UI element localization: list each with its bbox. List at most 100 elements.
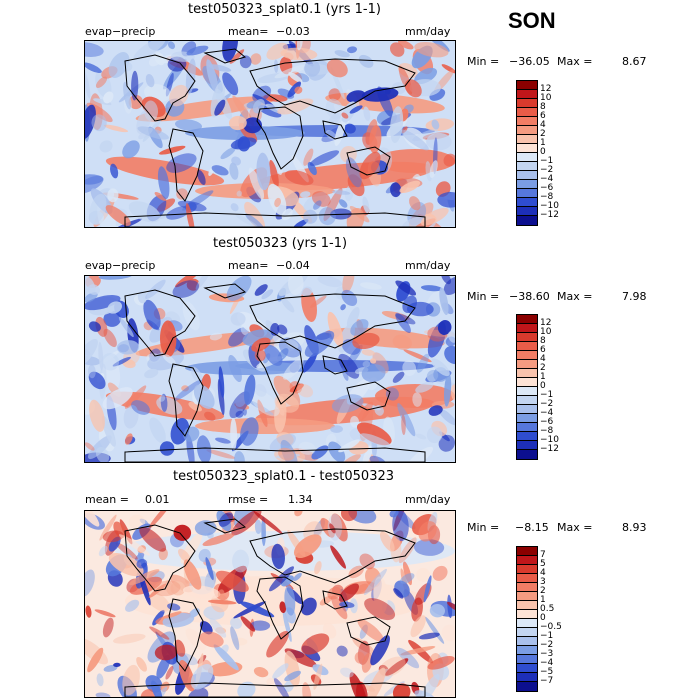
coastline <box>124 524 196 592</box>
field-patch <box>118 316 134 338</box>
panel-2-title: test050323 (yrs 1-1) <box>213 236 348 251</box>
field-patch <box>397 403 416 437</box>
field-patch <box>354 651 366 664</box>
coastline <box>256 106 304 170</box>
field-patch <box>288 72 303 83</box>
field-patch <box>429 603 445 618</box>
field-patch <box>85 569 95 597</box>
field-patch <box>250 390 280 417</box>
field-patch <box>119 519 133 545</box>
field-patch <box>185 203 195 227</box>
panel-3-min-value: −8.15 <box>515 521 549 534</box>
colorbar-tick-label: 10 <box>540 327 552 337</box>
field-patch <box>215 437 231 444</box>
field-patch <box>420 207 449 226</box>
field-patch <box>398 41 414 50</box>
panel-1-max-value: 8.67 <box>622 55 647 68</box>
field-patch <box>361 349 375 356</box>
field-patch <box>157 166 170 200</box>
colorbar-swatch <box>517 99 537 108</box>
colorbar-tick-label: −5 <box>540 667 554 677</box>
field-patch <box>416 353 429 373</box>
field-patch <box>402 360 417 376</box>
field-patch <box>359 553 375 570</box>
field-patch <box>418 632 440 640</box>
field-patch <box>425 616 445 644</box>
colorbar-tick-label: −4 <box>540 658 554 668</box>
field-patch <box>165 311 181 324</box>
colorbar-tick-label: −3 <box>540 649 554 659</box>
field-patch <box>85 70 91 99</box>
colorbar-tick-label: 12 <box>540 318 552 328</box>
field-patch <box>250 620 271 631</box>
field-patch <box>252 99 265 114</box>
field-patch <box>277 324 288 335</box>
field-patch <box>188 401 202 412</box>
field-patch <box>128 94 143 110</box>
field-patch <box>85 42 104 57</box>
coastline <box>322 355 348 375</box>
colorbar-swatch <box>517 144 537 153</box>
field-patch <box>346 46 358 54</box>
field-patch <box>369 125 382 154</box>
panel-2-min-value: −38.60 <box>509 290 550 303</box>
field-patch <box>89 399 105 432</box>
colorbar-swatch <box>517 619 537 628</box>
colorbar-tick-label: 5 <box>540 559 546 569</box>
field-patch <box>390 535 402 563</box>
field-patch <box>107 301 123 314</box>
panel-3-rmse-value: 1.34 <box>288 493 313 506</box>
field-patch <box>350 319 369 336</box>
field-patch <box>409 196 421 211</box>
field-patch <box>431 358 450 377</box>
field-patch <box>199 621 213 635</box>
panel-1-mean-label: mean= <box>228 25 269 38</box>
field-patch <box>207 599 237 605</box>
field-patch <box>237 136 251 152</box>
field-patch <box>300 191 311 198</box>
field-patch <box>220 147 236 160</box>
field-patch <box>329 523 336 534</box>
panel-1-title: test050323_splat0.1 (yrs 1-1) <box>188 2 381 17</box>
panel-3-rmse-label: rmse = <box>228 493 269 506</box>
field-patch <box>87 647 104 673</box>
colorbar-tick-label: 1 <box>540 595 546 605</box>
field-patch <box>87 284 101 295</box>
field-patch <box>378 656 406 677</box>
field-patch <box>443 153 455 167</box>
field-patch <box>298 441 316 455</box>
field-patch <box>266 42 289 60</box>
panel-3-max-value: 8.93 <box>622 521 647 534</box>
field-patch <box>289 383 304 393</box>
field-patch <box>302 352 317 373</box>
field-patch <box>218 366 225 398</box>
colorbar-swatch <box>517 90 537 99</box>
field-patch <box>414 539 445 556</box>
coastline <box>124 682 426 697</box>
field-patch <box>342 276 355 294</box>
field-patch <box>301 286 313 297</box>
field-patch <box>234 451 245 462</box>
field-patch <box>341 367 349 381</box>
field-patch <box>279 601 287 614</box>
field-patch <box>345 157 362 188</box>
field-patch <box>174 379 202 401</box>
colorbar-tick-label: 2 <box>540 129 546 139</box>
field-patch <box>349 672 367 697</box>
colorbar-swatch <box>517 315 537 324</box>
field-patch <box>232 549 250 573</box>
coastline <box>322 590 348 610</box>
panel-3-min-label: Min = <box>467 521 500 534</box>
colorbar-tick-label: 2 <box>540 586 546 596</box>
field-patch <box>302 682 312 697</box>
field-patch <box>448 331 455 343</box>
field-patch <box>85 174 104 185</box>
field-patch <box>415 381 434 393</box>
colorbar-swatch <box>517 108 537 117</box>
field-patch <box>137 290 148 304</box>
field-patch <box>364 598 396 621</box>
field-patch <box>107 188 119 203</box>
field-patch <box>414 41 449 58</box>
colorbar-tick-label: 12 <box>540 84 552 94</box>
field-patch <box>217 589 225 600</box>
